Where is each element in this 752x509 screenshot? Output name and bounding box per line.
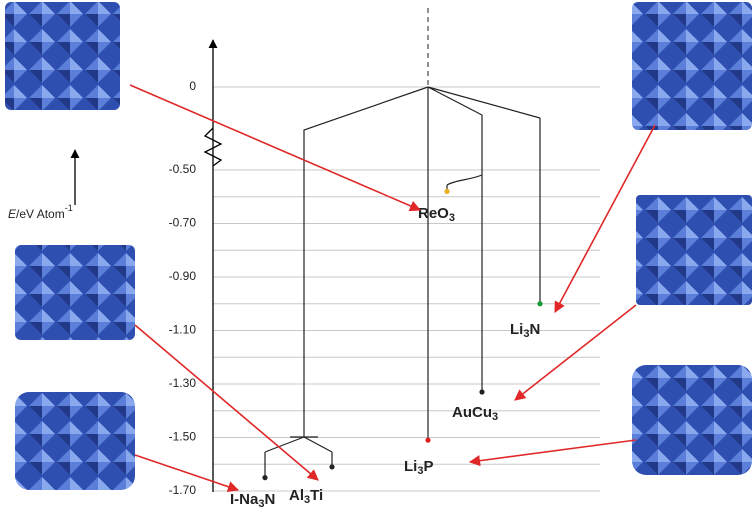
structure-label: Al3Ti — [289, 487, 323, 506]
label-part: N — [529, 321, 540, 338]
energy-point — [444, 189, 449, 194]
arrows — [130, 85, 655, 490]
polyhedra-image — [15, 245, 135, 340]
y-tick-label: -1.50 — [169, 430, 197, 444]
chart: E/eV Atom-1 ReO3Li3NAuCu3Li3PI-Na3NAl3Ti… — [0, 0, 752, 509]
y-tick-label: -1.10 — [169, 323, 197, 337]
energy-point — [425, 438, 430, 443]
y-tick-label: 0 — [189, 79, 196, 93]
y-tick-label: -1.30 — [169, 376, 197, 390]
label-part: Ti — [310, 487, 323, 504]
polyhedra-image — [632, 365, 752, 475]
label-part: Li — [404, 458, 417, 475]
y-axis — [205, 40, 221, 492]
arrow — [515, 305, 636, 400]
y-axis-label: E/eV Atom-1 — [8, 203, 73, 221]
label-part: 3 — [492, 411, 498, 423]
polyhedra-image — [15, 392, 135, 490]
energy-point — [479, 389, 484, 394]
energy-point — [537, 301, 542, 306]
polyhedra-image — [636, 195, 752, 305]
arrow — [470, 440, 636, 462]
grid — [213, 87, 600, 491]
label-part: I-Na — [230, 491, 259, 508]
energy-point — [262, 475, 267, 480]
structure-label: ReO3 — [418, 205, 455, 224]
y-tick-label: -1.70 — [169, 483, 197, 497]
polyhedra-image — [5, 2, 120, 110]
structure-label: I-Na3N — [230, 491, 275, 509]
label-part: 3 — [449, 212, 455, 224]
arrow — [130, 85, 420, 210]
label-part: Al — [289, 487, 304, 504]
label-part: AuCu — [452, 404, 492, 421]
polyhedra-image — [632, 2, 752, 130]
structure-label: Li3N — [510, 321, 540, 340]
label-part: P — [423, 458, 433, 475]
y-tick-label: -0.70 — [169, 216, 197, 230]
y-tick-label: -0.90 — [169, 269, 197, 283]
label-part: Li — [510, 321, 523, 338]
structure-label: AuCu3 — [452, 404, 498, 423]
structure-images — [5, 2, 752, 490]
label-part: ReO — [418, 205, 449, 222]
y-tick-label: -0.50 — [169, 162, 197, 176]
tree-branches — [265, 87, 540, 452]
label-part: N — [264, 491, 275, 508]
tree — [265, 87, 540, 452]
energy-point — [329, 464, 334, 469]
structure-label: Li3P — [404, 458, 433, 477]
arrow — [135, 325, 318, 480]
